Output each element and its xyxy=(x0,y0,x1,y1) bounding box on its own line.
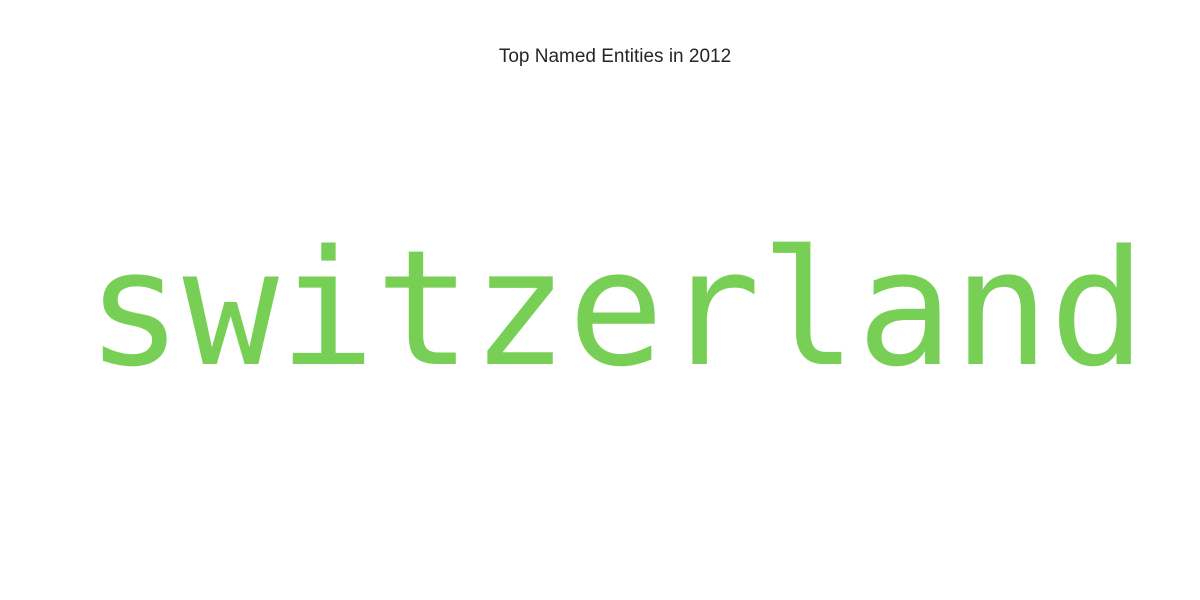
chart-title: Top Named Entities in 2012 xyxy=(498,46,732,67)
word-0: switzerland xyxy=(86,215,1146,402)
